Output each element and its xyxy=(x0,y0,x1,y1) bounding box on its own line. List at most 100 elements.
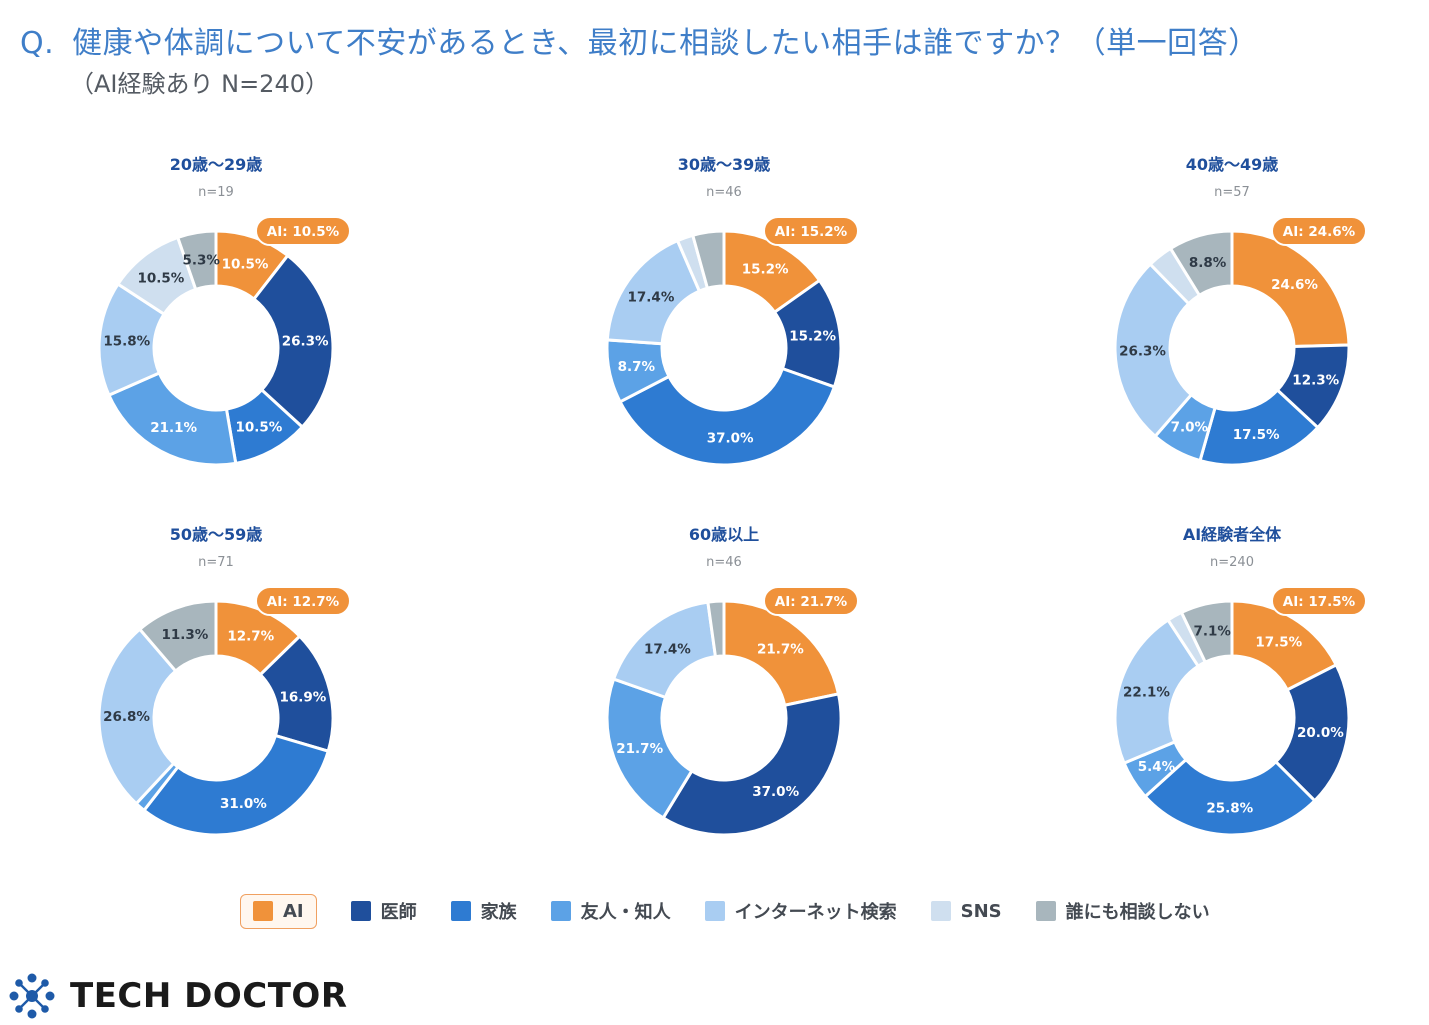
ai-badge xyxy=(1271,216,1367,246)
slice-label-friend: 8.7% xyxy=(618,359,656,375)
chart-title: AI経験者全体 xyxy=(1183,525,1282,544)
legend-label-family: 家族 xyxy=(480,902,517,923)
slice-label-friend: 7.0% xyxy=(1171,420,1209,436)
donut-slice-nobody xyxy=(175,229,218,292)
legend-swatch-internet xyxy=(704,901,725,921)
ai-badge xyxy=(763,586,859,616)
slice-label-doctor: 12.3% xyxy=(1292,373,1339,389)
legend-label-ai: AI xyxy=(283,900,304,922)
donut-slice-internet xyxy=(1113,617,1201,766)
chart-n-label: n=57 xyxy=(1214,185,1250,200)
legend-item-family: 家族 xyxy=(450,898,517,924)
legend-item-doctor: 医師 xyxy=(350,898,417,924)
brand-name: TECH DOCTOR xyxy=(70,976,348,1016)
legend-label-sns: SNS xyxy=(960,900,1002,922)
chart-legend: AI 医師 家族 友人・知人 インターネット検索 SNS 誰にも相談しない xyxy=(240,892,1250,930)
donut-slice-doctor xyxy=(251,253,335,430)
legend-swatch-ai xyxy=(253,901,273,921)
chart-n-label: n=19 xyxy=(198,185,234,200)
slice-label-ai: 24.6% xyxy=(1271,277,1318,293)
slice-label-ai: 21.7% xyxy=(757,642,804,658)
chart-title: 40歳〜49歳 xyxy=(1186,155,1279,174)
slice-label-internet: 26.3% xyxy=(1119,344,1166,360)
slice-label-doctor: 26.3% xyxy=(282,333,329,349)
slice-label-internet: 17.4% xyxy=(628,289,675,305)
question-prefix: Q. xyxy=(20,26,55,61)
legend-swatch-family xyxy=(450,901,471,921)
legend-item-nobody: 誰にも相談しない xyxy=(1035,898,1210,924)
legend-item-ai: AI xyxy=(240,893,317,929)
donut-slice-nobody xyxy=(690,229,726,291)
legend-item-friend: 友人・知人 xyxy=(550,898,671,924)
slice-label-internet: 22.1% xyxy=(1123,685,1170,701)
slice-label-nobody: 8.8% xyxy=(1189,255,1227,271)
sample-size-subtitle: （AI経験あり N=240） xyxy=(70,70,329,98)
slice-label-friend: 21.7% xyxy=(616,741,663,757)
donut-chart-5: 60歳以上 n=46 21.7% 37.0% 21.7% 17.4% AI: 21.7% xyxy=(605,525,859,837)
legend-item-internet: インターネット検索 xyxy=(704,898,897,924)
slice-label-family: 10.5% xyxy=(235,420,282,436)
donut-slice-nobody xyxy=(1179,599,1234,665)
ai-badge xyxy=(255,586,351,616)
legend-swatch-friend xyxy=(550,901,571,921)
brand-footer: TECH DOCTOR xyxy=(6,968,348,1024)
donut-slice-doctor xyxy=(661,692,843,837)
ai-badge-label: AI: 17.5% xyxy=(1283,594,1356,610)
legend-swatch-doctor xyxy=(350,901,371,921)
slice-label-nobody: 5.3% xyxy=(182,253,220,269)
legend-label-internet: インターネット検索 xyxy=(734,902,897,923)
donut-slice-nobody xyxy=(1168,229,1234,298)
donut-chart-2: 30歳〜39歳 n=46 15.2% 15.2% 37.0% 8.7% 17.4% AI: 1… xyxy=(605,155,859,467)
question-text: 健康や体調について不安があるとき、最初に相談したい相手は誰ですか？（単一回答） xyxy=(72,26,1259,61)
donut-chart-4: 50歳〜59歳 n=71 12.7% 16.9% 31.0% 26.8% 11.3% AI: … xyxy=(97,525,351,837)
slice-label-family: 37.0% xyxy=(707,430,754,446)
legend-label-friend: 友人・知人 xyxy=(580,902,671,923)
slice-label-doctor: 15.2% xyxy=(789,329,836,345)
donut-slice-nobody xyxy=(706,599,726,659)
chart-n-label: n=46 xyxy=(706,555,742,570)
legend-swatch-nobody xyxy=(1035,901,1056,921)
slice-label-friend: 21.1% xyxy=(150,420,197,436)
legend-label-doctor: 医師 xyxy=(380,902,417,923)
ai-badge-label: AI: 15.2% xyxy=(775,224,848,240)
chart-title: 20歳〜29歳 xyxy=(170,155,263,174)
donut-chart-1: 20歳〜29歳 n=19 10.5% 26.3% 10.5% 21.1% 15.8% 10.5… xyxy=(97,155,351,467)
ai-badge xyxy=(1271,586,1367,616)
ai-badge-label: AI: 21.7% xyxy=(775,594,848,610)
donut-slice-family xyxy=(618,366,837,467)
donut-chart-6: AI経験者全体 n=240 17.5% 20.0% 25.8% 5.4% 22.1% 7.1%… xyxy=(1113,525,1367,837)
ai-badge xyxy=(763,216,859,246)
chart-n-label: n=46 xyxy=(706,185,742,200)
donut-slice-doctor xyxy=(1273,662,1351,803)
chart-title: 30歳〜39歳 xyxy=(678,155,771,174)
donut-slice-internet xyxy=(97,627,178,806)
donut-slice-family xyxy=(1143,757,1317,837)
question-heading: Q. 健康や体調について不安があるとき、最初に相談したい相手は誰ですか？（単一回答… xyxy=(20,18,1259,62)
ai-badge xyxy=(255,216,351,246)
donut-slice-friend xyxy=(605,677,694,821)
donut-chart-3: 40歳〜49歳 n=57 24.6% 12.3% 17.5% 7.0% 26.3% 8.8% A… xyxy=(1113,155,1367,467)
slice-label-internet: 26.8% xyxy=(103,709,150,725)
donut-slice-family xyxy=(141,733,331,837)
slice-label-nobody: 11.3% xyxy=(161,627,208,643)
donut-slice-nobody xyxy=(137,599,218,674)
chart-title: 60歳以上 xyxy=(689,525,759,544)
slice-label-internet: 15.8% xyxy=(103,334,150,350)
slice-label-family: 25.8% xyxy=(1206,800,1253,816)
donut-slice-friend xyxy=(106,371,238,467)
chart-title: 50歳〜59歳 xyxy=(170,525,263,544)
slice-label-doctor: 37.0% xyxy=(752,784,799,800)
chart-n-label: n=71 xyxy=(198,555,234,570)
slice-label-ai: 12.7% xyxy=(227,629,274,645)
molecule-logo-icon xyxy=(9,973,55,1019)
slice-label-internet: 17.4% xyxy=(644,642,691,658)
slice-label-ai: 15.2% xyxy=(742,262,789,278)
ai-badge-label: AI: 10.5% xyxy=(267,224,340,240)
ai-badge-label: AI: 24.6% xyxy=(1283,224,1356,240)
slice-label-family: 17.5% xyxy=(1233,427,1280,443)
slice-label-doctor: 20.0% xyxy=(1297,725,1344,741)
legend-item-sns: SNS xyxy=(930,900,1002,922)
donut-slice-internet xyxy=(1113,262,1194,439)
legend-label-nobody: 誰にも相談しない xyxy=(1065,902,1210,923)
